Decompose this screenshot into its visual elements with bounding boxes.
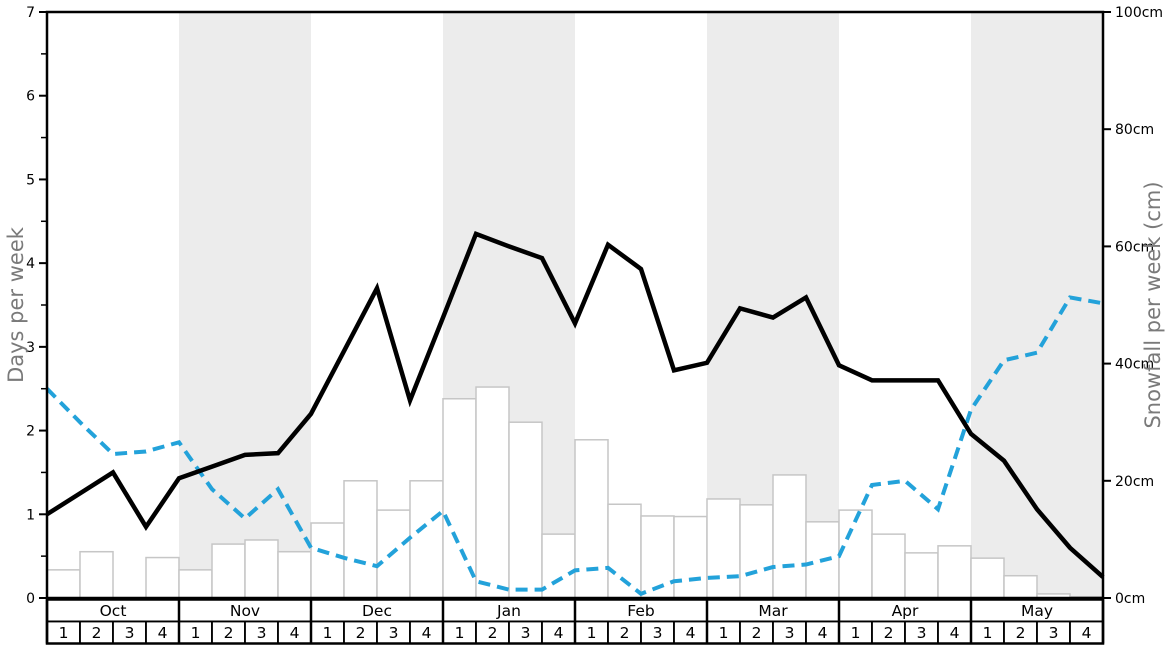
week-label: 4 (950, 624, 960, 642)
snowfall-bar-week-2 (79, 550, 114, 599)
month-label-apr: Apr (892, 602, 919, 620)
snowfall-bar-week-28 (937, 545, 972, 599)
solid-black-line (45, 230, 1105, 579)
month-week-table: Oct 1 2 3 4 Nov 1 2 3 4 Dec 1 2 3 4 Jan 1 2 3 4 Feb 1 2 3 4 Mar 1 2… (45, 598, 1105, 645)
snowfall-bar-week-17 (574, 439, 609, 599)
month-label-mar: Mar (758, 602, 788, 620)
snowfall-bar-week-14 (475, 386, 510, 599)
left-tick-label: 7 (26, 5, 35, 21)
left-tick-label: 6 (26, 89, 35, 105)
shaded-band-may (971, 12, 1103, 598)
week-label: 4 (290, 624, 300, 642)
right-tick-label: 60cm (1115, 239, 1154, 255)
snowfall-bar-week-10 (343, 480, 378, 599)
lines-group (45, 230, 1105, 597)
week-label: 2 (752, 624, 762, 642)
week-label: 2 (224, 624, 234, 642)
week-label: 2 (356, 624, 366, 642)
week-label: 1 (983, 624, 993, 642)
left-tick-label: 0 (26, 591, 35, 607)
month-label-oct: Oct (100, 602, 127, 620)
snowfall-bar-week-18 (607, 503, 642, 599)
snowfall-bar-week-27 (904, 552, 939, 599)
snowfall-bar-week-15 (508, 421, 543, 599)
left-tick-label: 5 (26, 172, 35, 188)
snowfall-bar-week-20 (673, 515, 708, 599)
snowfall-bar-week-9 (310, 522, 345, 599)
snowfall-bar-week-23 (772, 474, 807, 599)
week-label: 3 (785, 624, 795, 642)
month-label-dec: Dec (362, 602, 392, 620)
week-label: 4 (686, 624, 696, 642)
week-label: 3 (521, 624, 531, 642)
left-axis-title: Days per week (4, 226, 28, 383)
snowfall-bar-week-16 (541, 533, 576, 599)
week-label: 4 (818, 624, 828, 642)
month-label-jan: Jan (496, 602, 521, 620)
week-label: 2 (1016, 624, 1026, 642)
week-label: 2 (884, 624, 894, 642)
left-tick-label: 4 (26, 256, 35, 272)
right-tick-label: 20cm (1115, 474, 1154, 490)
snowfall-bar-week-26 (871, 533, 906, 599)
month-label-nov: Nov (230, 602, 260, 620)
month-shading-bands (179, 12, 1103, 598)
shaded-band-nov (179, 12, 311, 598)
right-tick-label: 100cm (1115, 5, 1163, 21)
left-tick-label: 3 (26, 340, 35, 356)
week-label: 3 (125, 624, 135, 642)
left-tick-label: 2 (26, 424, 35, 440)
week-label: 4 (1082, 624, 1092, 642)
week-label: 4 (422, 624, 432, 642)
week-label: 3 (257, 624, 267, 642)
right-tick-label: 40cm (1115, 357, 1154, 373)
week-label: 2 (92, 624, 102, 642)
table-outer-border (45, 598, 1105, 645)
snowfall-bar-week-6 (211, 543, 246, 599)
week-label: 3 (1049, 624, 1059, 642)
axes-group: 0 1 2 3 4 5 6 7 0cm 20cm 40cm 60cm 80cm 100cm (26, 5, 1163, 607)
week-label: 4 (158, 624, 168, 642)
right-tick-label: 80cm (1115, 122, 1154, 138)
snowfall-bar-week-25 (838, 509, 873, 599)
week-label: 1 (191, 624, 201, 642)
week-label: 2 (620, 624, 630, 642)
month-label-feb: Feb (627, 602, 654, 620)
snowfall-bar-week-29 (970, 557, 1005, 599)
week-label: 3 (389, 624, 399, 642)
dashed-blue-line (45, 295, 1104, 597)
snowfall-bar-week-8 (277, 550, 312, 599)
week-label: 1 (323, 624, 333, 642)
week-label: 3 (917, 624, 927, 642)
week-label: 1 (719, 624, 729, 642)
snowfall-bar-week-12 (409, 480, 444, 599)
snowfall-bar-week-7 (244, 539, 279, 599)
left-tick-label: 1 (26, 507, 35, 523)
week-label: 1 (455, 624, 465, 642)
snowfall-bar-week-30 (1003, 574, 1038, 599)
week-label: 4 (554, 624, 564, 642)
snowfall-bar-week-21 (706, 498, 741, 599)
week-label: 3 (653, 624, 663, 642)
week-label: 1 (587, 624, 597, 642)
right-axis-title: Snowfall per week (cm) (1141, 181, 1165, 428)
snowfall-bar-week-22 (739, 504, 774, 599)
month-label-may: May (1021, 602, 1053, 620)
week-label: 1 (59, 624, 69, 642)
snowfall-bar-week-1 (46, 569, 81, 599)
snowfall-bar-week-4 (145, 556, 180, 599)
right-tick-label: 0cm (1115, 591, 1145, 607)
snowfall-bar-week-5 (178, 569, 213, 599)
week-label: 1 (851, 624, 861, 642)
week-label: 2 (488, 624, 498, 642)
